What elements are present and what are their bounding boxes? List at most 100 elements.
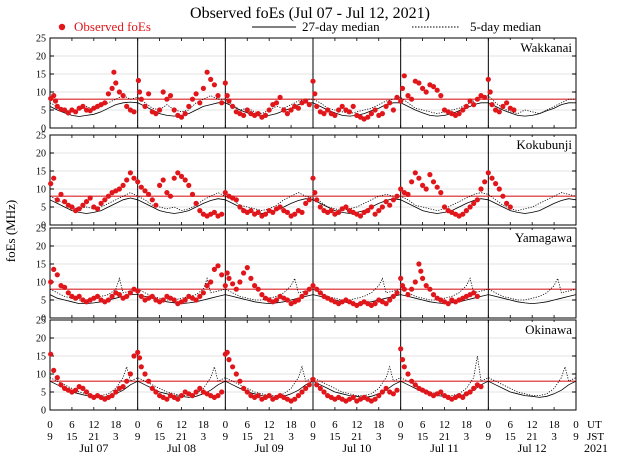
observed-point (467, 389, 473, 395)
ut-tick-label: 18 (373, 419, 385, 431)
ut-tick-label: 18 (286, 419, 298, 431)
observed-point (314, 197, 320, 203)
observed-point (487, 89, 493, 95)
observed-point (116, 89, 122, 95)
observed-point (394, 94, 400, 100)
observed-point (277, 94, 283, 100)
observed-point (277, 204, 283, 210)
observed-point (182, 177, 188, 183)
observed-point (54, 103, 60, 109)
observed-point (146, 91, 152, 97)
observed-point (233, 286, 239, 292)
observed-point (197, 293, 203, 299)
observed-point (368, 111, 374, 117)
observed-point (197, 208, 203, 214)
y-tick-label: 5 (41, 106, 46, 117)
jst-tick-label: 21 (264, 431, 275, 443)
observed-point (136, 89, 143, 95)
observed-point (80, 385, 86, 391)
observed-point (80, 202, 86, 208)
observed-point (405, 93, 411, 99)
y-tick-label: 25 (36, 224, 46, 235)
observed-point (471, 290, 477, 296)
observed-point (237, 204, 243, 210)
observed-point (178, 114, 185, 120)
observed-point (105, 193, 111, 199)
observed-point (474, 197, 480, 203)
observed-point (427, 286, 433, 292)
jst-tick-label: 9 (486, 431, 492, 443)
observed-point (224, 93, 230, 99)
observed-point (109, 85, 115, 91)
jst-tick-label: 9 (398, 431, 404, 443)
station-panels: 0 5 10 15 20 25 Wakkanai 0 5 10 15 20 25 Kokubunji 0 5 1… (36, 34, 577, 417)
observed-point (233, 371, 239, 377)
observed-point (259, 292, 265, 298)
y-tick-label: 0 (41, 124, 46, 135)
observed-point (102, 100, 108, 106)
observed-point (343, 204, 349, 210)
observed-point (314, 382, 320, 388)
observed-point (255, 393, 261, 399)
observed-point (284, 111, 290, 117)
ut-label: UT (587, 419, 602, 431)
observed-point (109, 293, 115, 299)
ut-tick-label: 6 (508, 419, 514, 431)
observed-point (471, 102, 477, 108)
observed-point (299, 389, 305, 395)
observed-point (399, 357, 406, 363)
observed-point (281, 107, 287, 113)
observed-point (135, 77, 141, 84)
observed-point (171, 297, 177, 303)
observed-point (357, 213, 364, 219)
observed-point (230, 103, 236, 109)
observed-point (222, 80, 228, 86)
observed-point (62, 199, 68, 205)
observed-point (224, 270, 230, 276)
observed-point (149, 293, 155, 299)
y-tick-label: 5 (41, 296, 46, 307)
ut-tick-label: 0 (310, 419, 316, 431)
observed-point (438, 93, 444, 99)
observed-point (230, 364, 236, 370)
observed-point (496, 109, 502, 115)
observed-point (237, 279, 243, 285)
observed-point (171, 107, 177, 113)
ut-tick-label: 18 (549, 419, 561, 431)
observed-point (372, 107, 378, 113)
ut-tick-label: 6 (332, 419, 338, 431)
ut-tick-label: 0 (486, 419, 492, 431)
observed-point (136, 355, 143, 361)
observed-point (116, 186, 122, 192)
observed-point (317, 204, 323, 210)
observed-point (164, 190, 170, 196)
y-tick-label: 20 (36, 242, 46, 253)
station-name-bg (490, 40, 574, 55)
y-tick-label: 15 (36, 70, 46, 81)
observed-point (208, 279, 214, 285)
observed-point (405, 292, 411, 298)
observed-point (430, 179, 437, 185)
observed-point (350, 394, 356, 400)
observed-point (420, 275, 426, 281)
observed-point (379, 111, 385, 117)
observed-point (135, 179, 141, 185)
observed-point (241, 112, 247, 118)
chart-title: Observed foEs (Jul 07 - Jul 12, 2021) (190, 5, 430, 22)
observed-point (336, 209, 342, 215)
ut-tick-label: 18 (110, 419, 122, 431)
observed-point (178, 173, 185, 179)
ut-tick-label: 6 (157, 419, 163, 431)
observed-point (204, 283, 210, 289)
jst-tick-label: 9 (223, 431, 229, 443)
observed-point (409, 179, 415, 185)
observed-point (48, 181, 54, 187)
observed-point (189, 96, 196, 102)
observed-point (405, 191, 411, 197)
observed-point (252, 283, 258, 289)
observed-point (208, 76, 214, 82)
observed-point (131, 175, 137, 181)
observed-point (120, 93, 126, 99)
day-label: Jul 11 (430, 441, 459, 455)
observed-point (241, 270, 247, 276)
